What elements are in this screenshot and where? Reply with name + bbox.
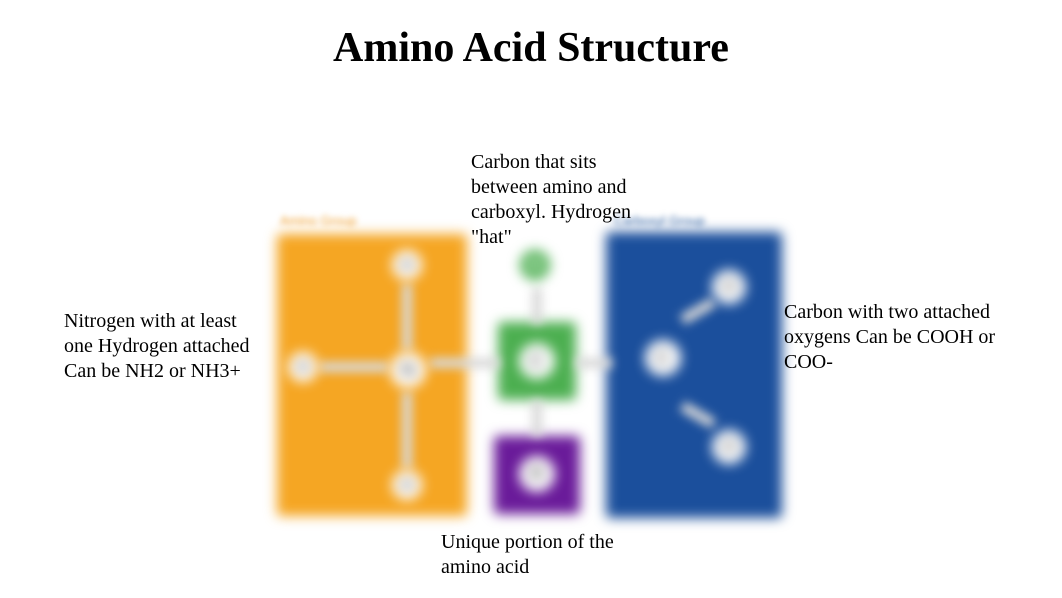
atom-n: N	[390, 352, 426, 388]
atom-h: H	[392, 250, 422, 280]
carboxyl-block	[606, 232, 782, 518]
annotation-amino: Nitrogen with at least one Hydrogen atta…	[64, 309, 264, 384]
amino-group-label: Amino Group	[280, 213, 357, 228]
atom-h: H	[520, 250, 550, 280]
bond	[402, 284, 412, 350]
diagram-stage: Amino Acid Structure Amino Group Carboxy…	[0, 0, 1062, 598]
bond	[402, 392, 412, 468]
bond	[532, 400, 542, 436]
atom-h: H	[288, 352, 318, 382]
annotation-carboxyl: Carbon with two attached oxygens Can be …	[784, 300, 1004, 375]
annotation-rgroup: Unique portion of the amino acid	[441, 530, 641, 580]
atom-c: C	[519, 343, 555, 379]
page-title: Amino Acid Structure	[0, 24, 1062, 72]
atom-c: C	[645, 340, 681, 376]
bond	[576, 358, 612, 368]
bond	[320, 362, 388, 372]
atom-h: H	[392, 470, 422, 500]
bond	[430, 358, 500, 368]
atom-o: O	[712, 430, 746, 464]
bond	[532, 288, 542, 324]
atom-o: O	[712, 270, 746, 304]
annotation-alpha-carbon: Carbon that sits between amino and carbo…	[471, 150, 641, 250]
atom-r: R	[519, 456, 555, 492]
